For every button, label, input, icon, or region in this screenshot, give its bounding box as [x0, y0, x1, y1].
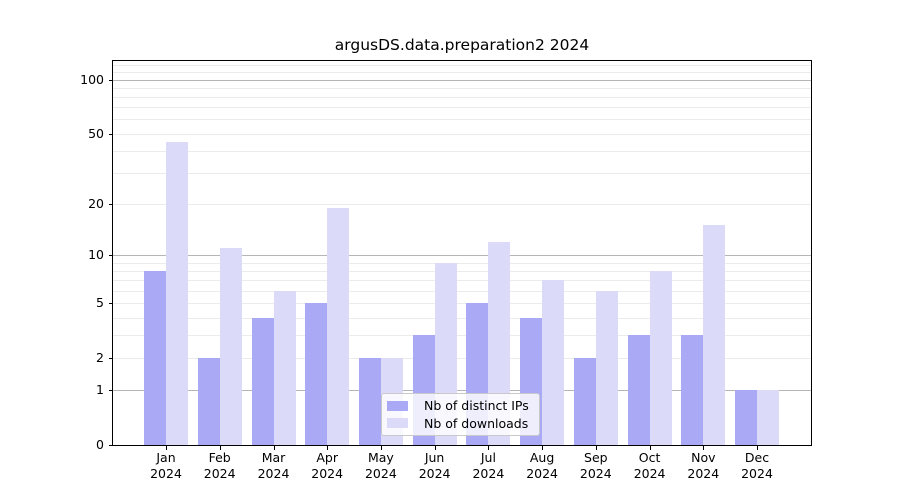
- bar-nb-of-downloads-oct: [649, 271, 672, 445]
- x-tick-label-jun: Jun 2024: [418, 450, 451, 481]
- y-tick-mark-50: [109, 133, 113, 135]
- gridline-minor-9: [113, 262, 811, 264]
- bar-nb-of-distinct-ips-may: [358, 358, 381, 445]
- legend-item-downloads: Nb of downloads: [387, 416, 533, 431]
- x-tick-label-aug: Aug 2024: [526, 450, 558, 481]
- gridline-minor-110: [113, 72, 811, 73]
- gridline-minor-8: [113, 271, 811, 272]
- gridline-major-1: [113, 390, 811, 392]
- gridline-minor-6: [113, 290, 811, 292]
- bar-nb-of-downloads-mar: [273, 290, 296, 445]
- x-tick-mark-may: [380, 446, 382, 450]
- x-tick-mark-apr: [327, 446, 329, 450]
- bar-nb-of-downloads-nov: [703, 225, 726, 445]
- x-tick-mark-jun: [434, 446, 436, 450]
- x-tick-label-dec: Dec 2024: [741, 450, 773, 481]
- y-tick-label-10: 10: [88, 247, 104, 263]
- gridline-minor-7: [113, 280, 811, 282]
- legend-swatch-downloads: [387, 418, 408, 429]
- y-tick-mark-100: [109, 79, 113, 81]
- y-tick-label-2: 2: [96, 350, 104, 365]
- gridline-minor-20: [113, 203, 811, 205]
- bar-nb-of-downloads-apr: [327, 207, 350, 445]
- y-tick-mark-20: [109, 203, 113, 205]
- x-tick-mark-nov: [703, 446, 705, 450]
- bar-nb-of-distinct-ips-mar: [251, 317, 274, 445]
- gridline-minor-120: [113, 65, 811, 67]
- x-tick-label-apr: Apr 2024: [311, 450, 344, 481]
- gridline-minor-40: [113, 150, 811, 152]
- bar-nb-of-downloads-dec: [757, 390, 779, 445]
- bar-nb-of-distinct-ips-jan: [144, 271, 166, 445]
- bar-nb-of-distinct-ips-dec: [735, 390, 757, 445]
- x-tick-label-mar: Mar 2024: [257, 450, 290, 481]
- x-tick-label-sep: Sep 2024: [579, 450, 612, 481]
- x-tick-label-jul: Jul 2024: [472, 450, 505, 481]
- legend-item-distinct-ips: Nb of distinct IPs: [387, 398, 533, 413]
- y-tick-label-50: 50: [88, 125, 104, 141]
- x-tick-mark-dec: [757, 446, 758, 450]
- gridline-minor-3: [113, 335, 811, 337]
- y-tick-mark-5: [109, 303, 113, 305]
- gridline-minor-4: [113, 317, 811, 319]
- x-tick-label-jan: Jan 2024: [150, 450, 182, 481]
- bar-nb-of-distinct-ips-apr: [305, 303, 328, 445]
- y-tick-label-1: 1: [96, 382, 104, 398]
- x-tick-label-nov: Nov 2024: [687, 450, 720, 481]
- gridline-minor-90: [113, 87, 811, 89]
- gridline-minor-50: [113, 133, 811, 135]
- y-tick-mark-2: [109, 358, 113, 359]
- gridline-minor-70: [113, 107, 811, 109]
- x-tick-mark-jan: [166, 446, 167, 450]
- y-tick-mark-10: [109, 255, 113, 257]
- y-tick-label-5: 5: [96, 295, 104, 311]
- bar-nb-of-downloads-sep: [595, 290, 618, 445]
- chart-title: argusDS.data.preparation2 2024: [334, 36, 590, 54]
- x-tick-mark-mar: [273, 446, 275, 450]
- y-tick-label-100: 100: [80, 71, 104, 87]
- x-tick-label-oct: Oct 2024: [633, 450, 666, 481]
- gridline-minor-80: [113, 96, 811, 98]
- x-tick-mark-oct: [649, 446, 651, 450]
- bar-nb-of-downloads-jan: [166, 141, 188, 445]
- gridline-minor-2: [113, 358, 811, 359]
- y-tick-mark-0: [109, 445, 113, 446]
- gridline-minor-30: [113, 173, 811, 174]
- gridline-major-10: [113, 255, 811, 257]
- bar-nb-of-downloads-aug: [542, 280, 565, 445]
- x-tick-mark-aug: [542, 446, 544, 450]
- bar-nb-of-distinct-ips-feb: [197, 358, 220, 445]
- gridline-minor-60: [113, 119, 811, 121]
- x-tick-label-feb: Feb 2024: [203, 450, 236, 481]
- x-tick-mark-jul: [488, 446, 490, 450]
- y-tick-label-0: 0: [96, 437, 104, 452]
- legend-swatch-distinct-ips: [387, 400, 408, 411]
- gridline-major-100: [113, 79, 811, 81]
- bar-nb-of-downloads-feb: [219, 248, 242, 445]
- y-tick-label-20: 20: [88, 195, 104, 211]
- plot-area: Nb of distinct IPs Nb of downloads: [112, 60, 812, 446]
- y-tick-mark-1: [109, 390, 113, 392]
- bar-nb-of-distinct-ips-sep: [573, 358, 596, 445]
- legend-label-distinct-ips: Nb of distinct IPs: [424, 398, 529, 414]
- legend-label-downloads: Nb of downloads: [424, 415, 529, 431]
- x-tick-mark-feb: [219, 446, 221, 450]
- legend: Nb of distinct IPs Nb of downloads: [381, 393, 540, 436]
- bar-nb-of-distinct-ips-nov: [681, 335, 704, 445]
- x-tick-mark-sep: [595, 446, 597, 450]
- gridline-minor-5: [113, 303, 811, 305]
- x-tick-label-may: May 2024: [364, 450, 397, 481]
- bar-nb-of-distinct-ips-oct: [627, 335, 650, 445]
